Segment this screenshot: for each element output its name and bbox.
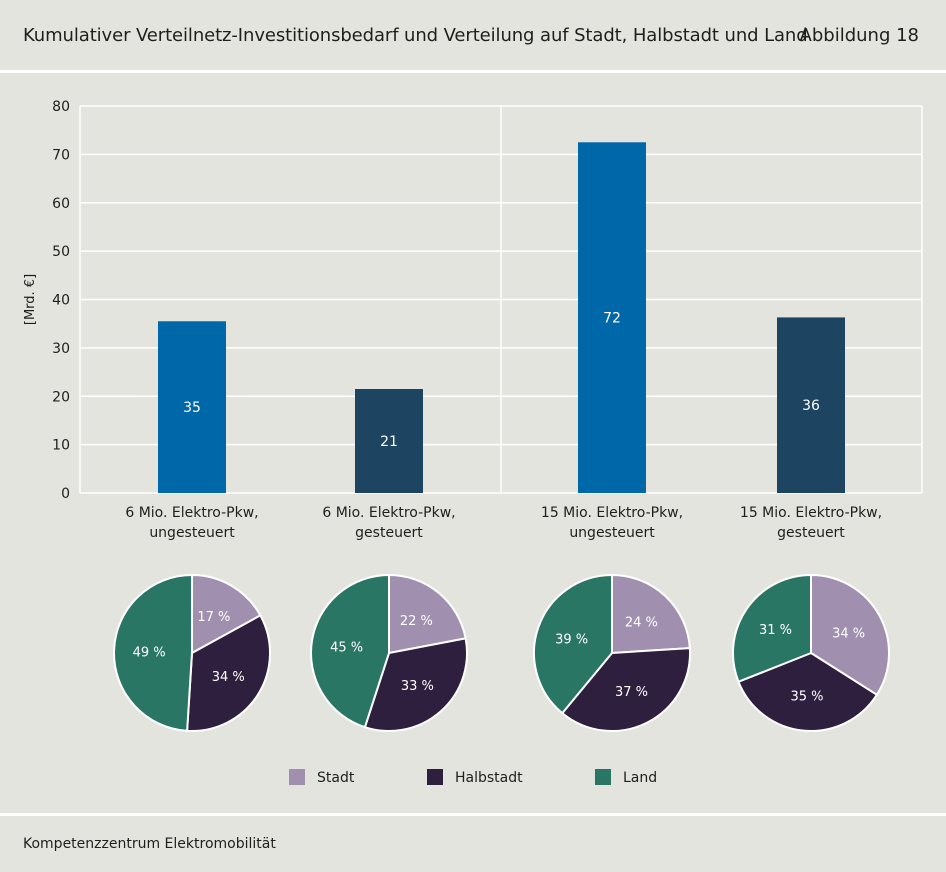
bar-value-label: 35 (183, 400, 201, 416)
pie-slice-label: 22 % (400, 614, 433, 629)
y-tick-label: 80 (52, 99, 70, 115)
pie-slice (186, 614, 271, 732)
bar-value-label: 21 (380, 434, 398, 450)
x-category-label: ungesteuert (149, 525, 235, 541)
legend-item: Halbstadt (427, 769, 523, 786)
legend-swatch (595, 769, 611, 785)
pie-slice-label: 34 % (212, 670, 245, 685)
x-category-label: 6 Mio. Elektro-Pkw, (125, 505, 258, 521)
y-tick-label: 70 (52, 147, 70, 163)
pie-slice (561, 647, 691, 732)
pie-slice-label: 34 % (832, 626, 865, 641)
y-tick-label: 50 (52, 244, 70, 260)
pie-charts: 17 % 34 % 49 % 22 % 33 % 45 % 24 % 37 % 39 % 34 %… (113, 574, 890, 732)
chart-title: Kumulativer Verteilnetz-Investitionsbeda… (23, 25, 808, 46)
legend-item: Stadt (289, 769, 355, 786)
legend: Stadt Halbstadt Land (289, 769, 657, 786)
pie-slice-label: 31 % (759, 623, 792, 638)
y-axis-label: [Mrd. €] (23, 274, 38, 325)
legend-label: Halbstadt (455, 770, 523, 786)
bar (777, 317, 845, 493)
pie-slice (363, 637, 468, 732)
pie-slice (310, 574, 390, 729)
pie-chart: 22 % 33 % 45 % (310, 574, 468, 732)
bar-value-label: 36 (802, 398, 820, 414)
pie-slice-label: 39 % (555, 632, 588, 647)
x-category-label: 6 Mio. Elektro-Pkw, (322, 505, 455, 521)
pie-slice-label: 35 % (790, 690, 823, 705)
pie-slice-label: 17 % (197, 610, 230, 625)
bar (578, 142, 646, 493)
footer-bar: Kompetenzzentrum Elektromobilität (0, 813, 946, 872)
x-category-label: gesteuert (777, 525, 845, 541)
y-tick-label: 40 (52, 293, 70, 309)
pie-chart: 24 % 37 % 39 % (533, 574, 691, 732)
figure-label: Abbildung 18 (799, 25, 919, 46)
y-tick-label: 0 (61, 486, 70, 502)
legend-item: Land (595, 769, 657, 786)
pie-chart: 34 % 35 % 31 % (732, 574, 890, 732)
bar-value-label: 72 (603, 311, 621, 327)
y-tick-label: 20 (52, 389, 70, 405)
pie-slice-label: 49 % (133, 646, 166, 661)
pie-slice (611, 574, 691, 654)
bar (355, 388, 423, 493)
bar (158, 321, 226, 493)
pie-slice (191, 574, 262, 654)
legend-swatch (427, 769, 443, 785)
x-category-label: gesteuert (355, 525, 423, 541)
header-bar: Kumulativer Verteilnetz-Investitionsbeda… (0, 0, 946, 73)
pie-slice-label: 24 % (625, 616, 658, 631)
legend-label: Land (623, 770, 657, 786)
pie-chart: 17 % 34 % 49 % (113, 574, 271, 732)
legend-swatch (289, 769, 305, 785)
x-category-label: 15 Mio. Elektro-Pkw, (541, 505, 683, 521)
y-tick-label: 10 (52, 438, 70, 454)
x-category-label: ungesteuert (569, 525, 655, 541)
y-tick-label: 30 (52, 341, 70, 357)
y-tick-label: 60 (52, 196, 70, 212)
pie-slice (732, 574, 812, 683)
pie-slice-label: 37 % (615, 685, 648, 700)
chart-area: 0 10 20 30 40 50 60 70 80 [Mrd. €] 35 6 Mio. Elektr… (23, 99, 923, 786)
pie-slice (113, 574, 193, 732)
legend-label: Stadt (317, 770, 355, 786)
bar-plot: 0 10 20 30 40 50 60 70 80 [Mrd. €] 35 6 Mio. Elektr… (23, 99, 923, 541)
pie-slice-label: 33 % (401, 679, 434, 694)
pie-slice (388, 574, 467, 654)
pie-slice-label: 45 % (330, 640, 363, 655)
pie-slice (533, 574, 613, 715)
source-note: Kompetenzzentrum Elektromobilität (23, 836, 276, 852)
x-category-label: 15 Mio. Elektro-Pkw, (740, 505, 882, 521)
pie-slice (737, 652, 878, 732)
